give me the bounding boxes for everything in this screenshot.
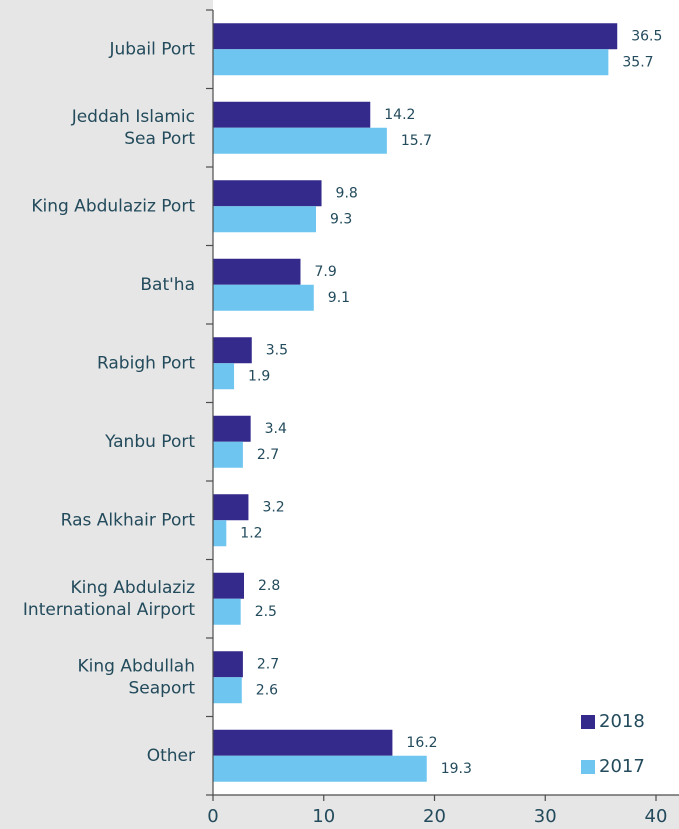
x-tick-label: 20	[423, 806, 446, 827]
value-label: 2.7	[257, 447, 279, 463]
bar	[213, 441, 243, 468]
bar	[213, 520, 227, 547]
category-label: Jeddah Islamic Sea Port	[71, 107, 196, 149]
value-label: 2.8	[258, 578, 280, 594]
x-tick-label: 0	[207, 806, 218, 827]
bar	[213, 258, 301, 285]
category-label: King Abdulaziz Port	[31, 196, 195, 216]
bar	[213, 49, 609, 76]
legend-label: 2018	[599, 711, 645, 732]
value-label: 19.3	[441, 761, 472, 777]
category-label: King Abdulaziz International Airport	[23, 578, 195, 620]
bar	[213, 415, 251, 442]
bar	[213, 651, 243, 678]
value-label: 7.9	[314, 264, 336, 280]
value-label: 2.7	[257, 656, 279, 672]
category-label: Bat'ha	[140, 275, 195, 295]
value-label: 2.5	[255, 604, 277, 620]
bar	[213, 180, 322, 207]
bar	[213, 755, 427, 782]
bar	[213, 572, 245, 599]
value-label: 9.3	[330, 211, 352, 227]
category-label: Other	[147, 746, 195, 766]
category-label: Yanbu Port	[104, 432, 195, 452]
bar	[213, 598, 241, 625]
legend-swatch	[581, 760, 595, 774]
bar	[213, 363, 235, 390]
value-label: 9.1	[328, 290, 350, 306]
bar	[213, 729, 393, 756]
value-label: 15.7	[401, 133, 432, 149]
value-label: 36.5	[631, 28, 662, 44]
bar	[213, 494, 249, 521]
value-label: 3.2	[262, 499, 284, 515]
bar	[213, 677, 242, 704]
value-label: 3.4	[265, 421, 287, 437]
category-label: Ras Alkhair Port	[61, 510, 196, 530]
bar	[213, 101, 371, 128]
category-label: Jubail Port	[108, 39, 195, 59]
value-label: 1.2	[240, 525, 262, 541]
bar	[213, 23, 618, 50]
bar	[213, 284, 314, 311]
value-label: 1.9	[248, 368, 270, 384]
value-label: 9.8	[336, 185, 358, 201]
category-label: King Abdullah Seaport	[78, 656, 196, 698]
value-label: 16.2	[406, 735, 437, 751]
bar	[213, 206, 316, 233]
bar	[213, 337, 252, 364]
legend-swatch	[581, 715, 595, 729]
value-label: 3.5	[266, 342, 288, 358]
value-label: 2.6	[256, 682, 278, 698]
x-tick-label: 30	[534, 806, 557, 827]
bar	[213, 127, 387, 154]
value-label: 14.2	[384, 107, 415, 123]
category-label: Rabigh Port	[97, 353, 195, 373]
x-tick-label: 10	[312, 806, 335, 827]
x-tick-label: 40	[645, 806, 668, 827]
legend-label: 2017	[599, 756, 645, 777]
value-label: 35.7	[622, 54, 653, 70]
